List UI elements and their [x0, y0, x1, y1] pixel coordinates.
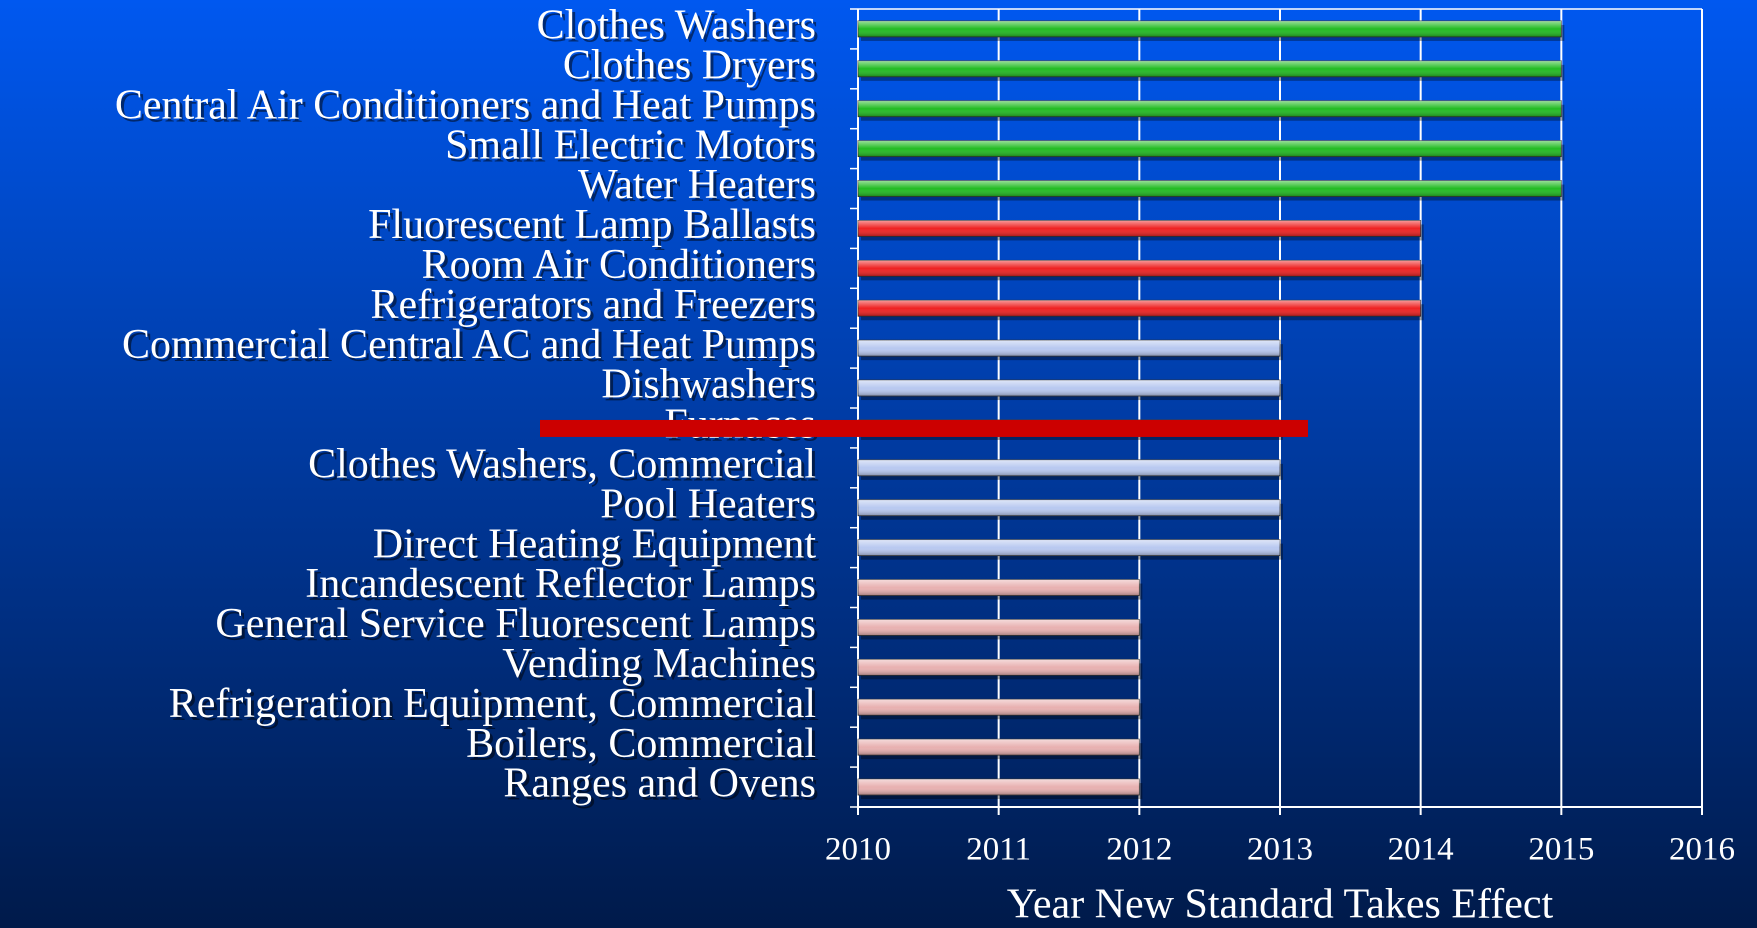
category-shadow: Central Air Conditioners and Heat Pumps [118, 85, 819, 131]
category-shadow: Room Air Conditioners [425, 245, 819, 291]
bar-gloss [858, 180, 1562, 197]
category-label: Refrigeration Equipment, Commercial [169, 681, 816, 727]
category-label: Clothes Dryers [563, 42, 816, 88]
category-shadow: Ranges and Ovens [506, 764, 819, 810]
category-label: Clothes Washers [537, 3, 816, 49]
category-shadow: Water Heaters [581, 165, 819, 211]
bar-gloss [858, 380, 1280, 397]
category-label: Direct Heating Equipment [373, 521, 817, 567]
category-label: Small Electric Motors [445, 122, 816, 168]
category-shadow: Refrigeration Equipment, Commercial [172, 684, 819, 730]
bar-gloss [858, 140, 1562, 157]
bar-gloss [858, 579, 1140, 596]
x-tick-label: 2010 [825, 832, 891, 868]
x-axis-title: Year New Standard Takes Effect [1007, 882, 1554, 928]
category-shadow: Clothes Washers, Commercial [311, 444, 819, 490]
category-label: Pool Heaters [600, 481, 816, 527]
bar-gloss [858, 459, 1280, 476]
category-shadow: Small Electric Motors [448, 125, 819, 171]
bar-gloss [858, 619, 1140, 636]
bar-gloss [858, 100, 1562, 117]
category-label: Room Air Conditioners [422, 242, 816, 288]
bar-gloss [858, 739, 1140, 756]
category-label: Boilers, Commercial [466, 721, 816, 767]
category-label: Water Heaters [578, 162, 816, 208]
strikethrough [540, 419, 1308, 437]
category-shadow: General Service Fluorescent Lamps [218, 604, 819, 650]
bar-gloss [858, 60, 1562, 77]
category-shadow: Commercial Central AC and Heat Pumps [125, 325, 819, 371]
bar-gloss [858, 659, 1140, 676]
x-tick-label: 2016 [1669, 832, 1735, 868]
category-label: Clothes Washers, Commercial [308, 441, 816, 487]
category-label: Refrigerators and Freezers [371, 282, 816, 328]
x-tick-label: 2011 [966, 832, 1031, 868]
bar-gloss [858, 499, 1280, 516]
category-label: Dishwashers [601, 362, 816, 408]
category-shadow: Fluorescent Lamp Ballasts [371, 205, 819, 251]
category-shadow: Clothes Washers [540, 6, 819, 52]
bar-gloss [858, 220, 1421, 237]
x-tick-label: 2013 [1247, 832, 1313, 868]
category-label: General Service Fluorescent Lamps [215, 601, 816, 647]
category-shadow: Direct Heating Equipment [376, 524, 820, 570]
bar-gloss [858, 300, 1421, 317]
category-shadow: Refrigerators and Freezers [374, 285, 819, 331]
bar-gloss [858, 340, 1280, 357]
category-label: Commercial Central AC and Heat Pumps [122, 322, 816, 368]
category-shadow: Boilers, Commercial [469, 724, 819, 770]
bar-gloss [858, 539, 1280, 556]
x-tick-label: 2015 [1528, 832, 1594, 868]
bar-gloss [858, 779, 1140, 796]
bar-gloss [858, 260, 1421, 277]
category-label: Central Air Conditioners and Heat Pumps [115, 82, 816, 128]
x-tick-label: 2014 [1388, 832, 1454, 868]
bar-gloss [858, 699, 1140, 716]
category-shadow: Incandescent Reflector Lamps [308, 564, 819, 610]
category-shadow: Vending Machines [505, 644, 819, 690]
category-shadow: Pool Heaters [603, 484, 819, 530]
category-shadow: Dishwashers [604, 365, 819, 411]
bar-gloss [858, 20, 1562, 37]
category-label: Ranges and Ovens [503, 761, 816, 807]
category-label: Vending Machines [502, 641, 816, 687]
category-label: Incandescent Reflector Lamps [305, 561, 816, 607]
category-label: Fluorescent Lamp Ballasts [368, 202, 816, 248]
x-tick-label: 2012 [1106, 832, 1172, 868]
category-shadow: Clothes Dryers [566, 45, 819, 91]
